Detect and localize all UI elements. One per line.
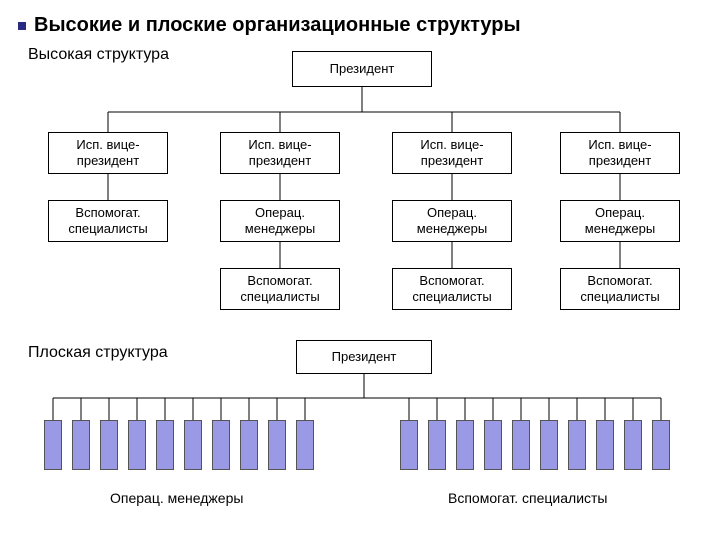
- tall-row2-box: Операц.менеджеры: [392, 200, 512, 242]
- flat-bar: [428, 420, 446, 470]
- tall-row3-box: Вспомогат.специалисты: [560, 268, 680, 310]
- tall-vp-box: Исп. вице-президент: [220, 132, 340, 174]
- flat-left-caption: Операц. менеджеры: [110, 490, 243, 506]
- flat-bar: [72, 420, 90, 470]
- tall-vp-box: Исп. вице-президент: [48, 132, 168, 174]
- tall-subtitle: Высокая структура: [28, 46, 169, 64]
- tall-vp-box: Исп. вице-президент: [392, 132, 512, 174]
- flat-bar: [268, 420, 286, 470]
- flat-bar: [596, 420, 614, 470]
- flat-bar: [240, 420, 258, 470]
- flat-bar: [128, 420, 146, 470]
- tall-row3-box: Вспомогат.специалисты: [392, 268, 512, 310]
- tall-vp-box: Исп. вице-президент: [560, 132, 680, 174]
- flat-right-caption: Вспомогат. специалисты: [448, 490, 608, 506]
- flat-bar: [296, 420, 314, 470]
- flat-subtitle: Плоская структура: [28, 344, 168, 362]
- flat-bar: [456, 420, 474, 470]
- flat-bar: [100, 420, 118, 470]
- flat-bar: [652, 420, 670, 470]
- flat-bar: [568, 420, 586, 470]
- tall-row2-box: Операц.менеджеры: [560, 200, 680, 242]
- flat-bar: [484, 420, 502, 470]
- flat-bar: [540, 420, 558, 470]
- flat-bar: [624, 420, 642, 470]
- tall-row2-box: Вспомогат.специалисты: [48, 200, 168, 242]
- flat-president-box: Президент: [296, 340, 432, 374]
- page-title: Высокие и плоские организационные структ…: [34, 14, 521, 37]
- flat-bar: [400, 420, 418, 470]
- flat-bar: [156, 420, 174, 470]
- flat-bar: [184, 420, 202, 470]
- tall-row2-box: Операц.менеджеры: [220, 200, 340, 242]
- flat-bar: [212, 420, 230, 470]
- tall-row3-box: Вспомогат.специалисты: [220, 268, 340, 310]
- flat-bar: [44, 420, 62, 470]
- flat-bar: [512, 420, 530, 470]
- title-bullet: [18, 22, 26, 30]
- tall-president-box: Президент: [292, 51, 432, 87]
